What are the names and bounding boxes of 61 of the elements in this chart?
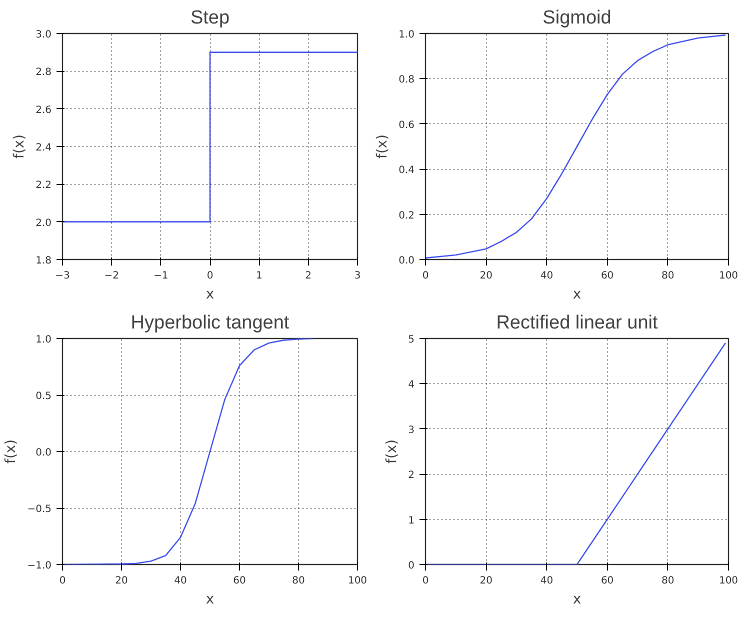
- x-tick-label: −1: [153, 270, 168, 282]
- x-tick-label: 60: [233, 576, 246, 586]
- x-tick-label: 40: [174, 576, 187, 586]
- x-tick-label: 40: [540, 576, 554, 586]
- chart-title: Hyperbolic tangent: [130, 312, 290, 334]
- y-tick-label: 2.6: [36, 104, 52, 116]
- y-tick-label: 2.4: [36, 142, 52, 154]
- y-tick-label: 1.0: [36, 334, 52, 346]
- x-tick-label: 40: [540, 270, 554, 282]
- x-tick-label: 80: [292, 576, 305, 586]
- x-tick-label: 80: [662, 270, 674, 282]
- y-tick-label: 0.6: [398, 120, 415, 131]
- chart-title: Rectified linear unit: [496, 312, 659, 334]
- x-axis-title: x: [206, 286, 214, 302]
- x-tick-label: 20: [480, 576, 492, 586]
- y-tick-label: 3: [408, 424, 415, 436]
- x-tick-label: 2: [305, 270, 312, 282]
- y-tick-label: 2.8: [36, 67, 52, 78]
- x-tick-label: −3: [55, 270, 70, 282]
- x-tick-label: −2: [104, 270, 120, 282]
- chart-title: Step: [190, 8, 230, 28]
- y-tick-label: 0.0: [398, 256, 415, 266]
- y-tick-label: 0.8: [398, 74, 415, 86]
- y-tick-label: 0.0: [36, 448, 52, 458]
- y-tick-label: 1.8: [36, 256, 52, 266]
- x-axis-title: x: [572, 592, 582, 608]
- y-axis-title: f(x): [3, 439, 20, 464]
- x-tick-label: 3: [354, 270, 361, 282]
- y-tick-label: 2.2: [36, 180, 52, 192]
- x-tick-label: 0: [422, 576, 429, 586]
- x-tick-label: 20: [115, 576, 128, 586]
- x-tick-label: 100: [718, 270, 738, 282]
- y-axis-title: f(x): [12, 134, 28, 159]
- x-axis-title: x: [572, 286, 582, 302]
- x-tick-label: 100: [718, 576, 738, 586]
- y-tick-label: 0.2: [398, 210, 415, 222]
- y-tick-label: 4: [408, 380, 415, 391]
- y-tick-label: 0: [408, 560, 415, 572]
- x-tick-label: 0: [422, 270, 429, 282]
- x-tick-label: 60: [600, 576, 614, 586]
- x-tick-label: 100: [348, 576, 368, 586]
- x-axis-title: x: [206, 592, 214, 608]
- y-tick-label: 1: [408, 515, 415, 526]
- x-tick-label: 0: [206, 270, 214, 282]
- x-tick-label: 60: [600, 270, 614, 282]
- x-tick-label: 0: [59, 576, 66, 586]
- y-tick-label: −1.0: [27, 560, 52, 572]
- y-tick-label: 0.5: [36, 391, 52, 402]
- x-tick-label: 1: [256, 270, 262, 282]
- y-tick-label: 1.0: [398, 30, 415, 40]
- y-tick-label: 2: [408, 470, 415, 482]
- y-axis-title: f(x): [384, 439, 400, 464]
- chart-title: Sigmoid: [542, 8, 612, 28]
- y-tick-label: 3.0: [36, 30, 52, 40]
- y-tick-label: 0.4: [398, 165, 415, 176]
- x-tick-label: 20: [480, 270, 492, 282]
- y-axis-title: f(x): [374, 134, 391, 159]
- y-tick-label: 2.0: [36, 218, 52, 229]
- y-tick-label: −0.5: [27, 504, 52, 515]
- x-tick-label: 80: [662, 576, 674, 586]
- y-tick-label: 5: [408, 334, 415, 346]
